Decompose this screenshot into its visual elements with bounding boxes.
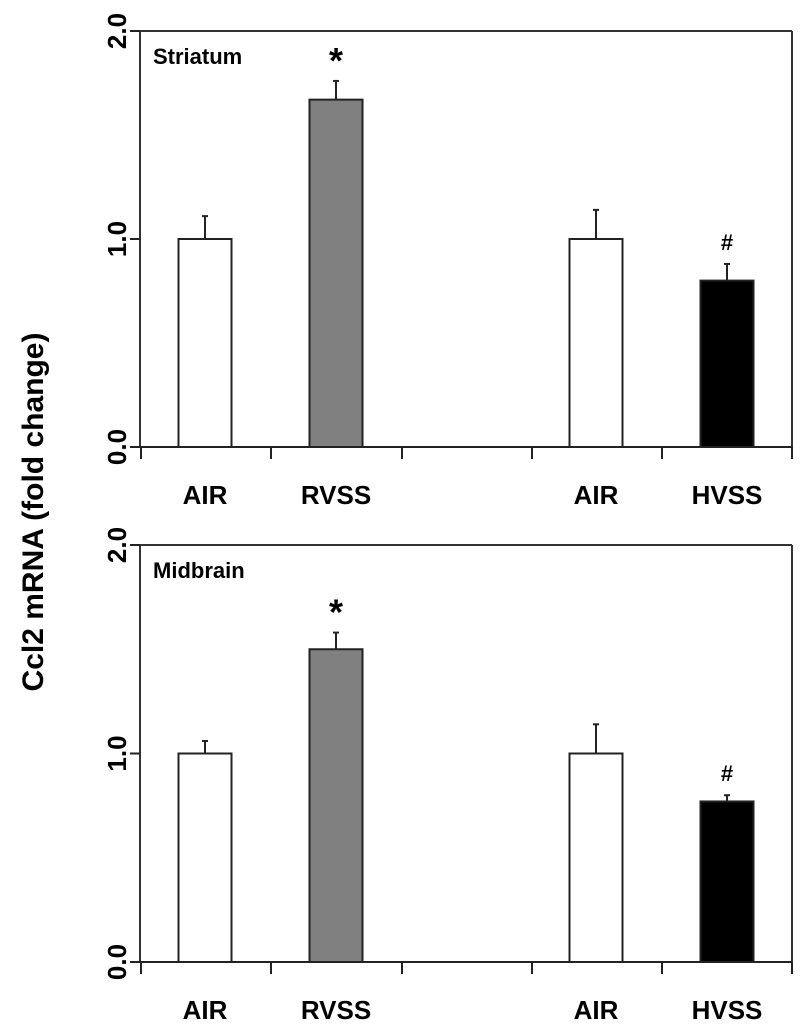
bar-hvss — [699, 279, 755, 448]
bar-air — [568, 752, 624, 963]
panel-title: Midbrain — [153, 558, 245, 583]
y-tick-label: 1.0 — [102, 221, 132, 257]
bar-hvss — [699, 800, 755, 964]
bar-rvss — [308, 648, 364, 963]
x-tick-label: AIR — [574, 995, 619, 1025]
y-tick-label: 2.0 — [102, 13, 132, 49]
x-tick-label: AIR — [183, 995, 228, 1025]
significance-hash: # — [721, 230, 733, 255]
x-tick-label: AIR — [183, 480, 228, 510]
bar-air — [177, 752, 233, 963]
bar-air — [177, 238, 233, 448]
x-tick-label: HVSS — [692, 480, 763, 510]
significance-asterisk: * — [329, 592, 343, 633]
x-tick-label: HVSS — [692, 995, 763, 1025]
panel-title: Striatum — [153, 44, 242, 69]
bar-air — [568, 238, 624, 448]
y-axis-label: Ccl2 mRNA (fold change) — [17, 333, 50, 692]
x-tick-label: AIR — [574, 480, 619, 510]
midbrain-panel: 0.0 1.0 2.0 Midbrain AIR RVSS * AIR HVSS # — [102, 527, 793, 1025]
x-tick-label: RVSS — [301, 480, 371, 510]
significance-hash: # — [721, 761, 733, 786]
y-tick-label: 0.0 — [102, 944, 132, 980]
y-tick-label: 2.0 — [102, 527, 132, 563]
bar-rvss — [308, 98, 364, 448]
y-tick-label: 0.0 — [102, 429, 132, 465]
striatum-panel: 0.0 1.0 2.0 Striatum AIR RVSS * AIR HVSS # — [102, 13, 793, 510]
x-tick-label: RVSS — [301, 995, 371, 1025]
y-tick-label: 1.0 — [102, 735, 132, 771]
significance-asterisk: * — [329, 40, 343, 81]
